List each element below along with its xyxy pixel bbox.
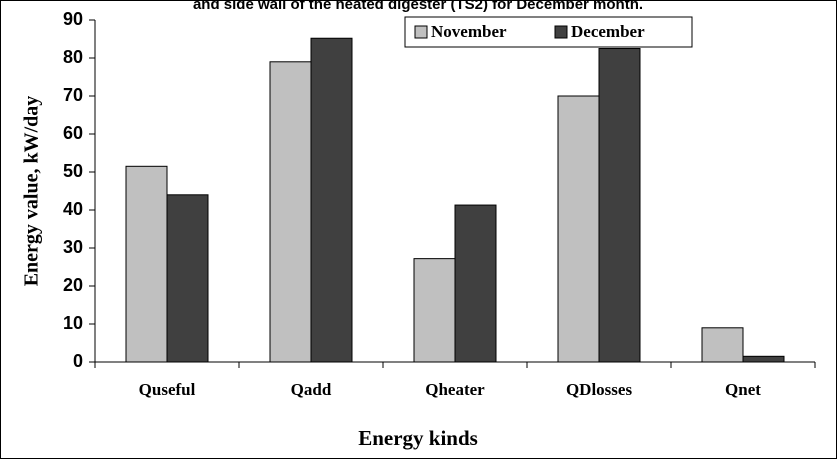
legend-label: November (431, 22, 507, 41)
bar (598, 48, 641, 363)
legend-swatch (414, 25, 428, 39)
y-tick-label: 60 (63, 123, 83, 143)
y-tick-label: 20 (63, 275, 83, 295)
y-tick-label: 90 (63, 9, 83, 29)
bar (701, 327, 744, 363)
y-tick-label: 10 (63, 313, 83, 333)
bar (269, 61, 312, 363)
y-tick-label: 30 (63, 237, 83, 257)
bar (125, 165, 168, 363)
x-tick-label: Qheater (425, 380, 485, 399)
legend-swatch (554, 25, 568, 39)
bar (413, 258, 456, 363)
y-tick-label: 70 (63, 85, 83, 105)
x-tick-label: Quseful (139, 380, 196, 399)
x-tick-label: Qadd (291, 380, 332, 399)
bar (310, 37, 353, 363)
legend-box (404, 16, 693, 48)
y-tick-label: 80 (63, 47, 83, 67)
x-tick-label: QDlosses (566, 380, 633, 399)
y-tick-label: 0 (73, 351, 83, 371)
y-tick-label: 50 (63, 161, 83, 181)
y-axis-label: Energy value, kW/day (21, 96, 43, 287)
bar (557, 95, 600, 363)
bar (166, 194, 209, 363)
y-tick-label: 40 (63, 199, 83, 219)
legend-label: December (571, 22, 645, 41)
chart-title: and side wall of the heated digester (TS… (193, 0, 643, 13)
x-axis-label: Energy kinds (358, 426, 478, 450)
bar (454, 204, 497, 363)
bar (742, 355, 785, 363)
x-tick-label: Qnet (725, 380, 761, 399)
